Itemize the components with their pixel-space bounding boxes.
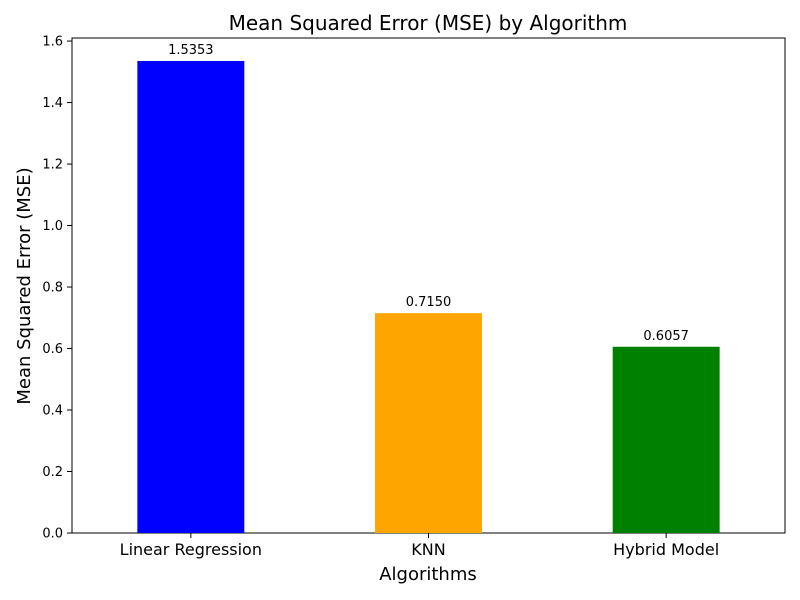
y-tick-label: 1.0 [42, 219, 63, 234]
chart-title: Mean Squared Error (MSE) by Algorithm [229, 11, 628, 35]
bar-hybrid-model [612, 346, 720, 533]
y-tick-label: 1.4 [42, 96, 63, 111]
y-tick-label: 0.8 [42, 281, 63, 296]
bar-value-label: 1.5353 [168, 43, 214, 58]
bar-value-label: 0.6057 [643, 329, 689, 344]
plot-area: 0.0 0.2 0.4 0.6 0.8 1.0 1.2 1.4 1.6 1.5353 Linear … [42, 35, 786, 559]
x-category-label: Linear Regression [120, 540, 262, 559]
bar-value-label: 0.7150 [406, 295, 452, 310]
y-tick-label: 0.0 [42, 527, 63, 542]
bar-linear-regression [137, 60, 245, 534]
y-tick-label: 1.2 [42, 158, 63, 173]
x-category-label: Hybrid Model [613, 540, 719, 559]
bar-knn [375, 313, 482, 533]
y-tick-label: 0.2 [42, 465, 63, 480]
y-tick-label: 0.4 [42, 404, 63, 419]
y-tick-label: 0.6 [42, 342, 63, 357]
x-category-label: KNN [411, 540, 445, 559]
y-axis-label: Mean Squared Error (MSE) [14, 167, 35, 404]
y-tick-label: 1.6 [42, 35, 63, 50]
x-axis-label: Algorithms [379, 564, 477, 585]
